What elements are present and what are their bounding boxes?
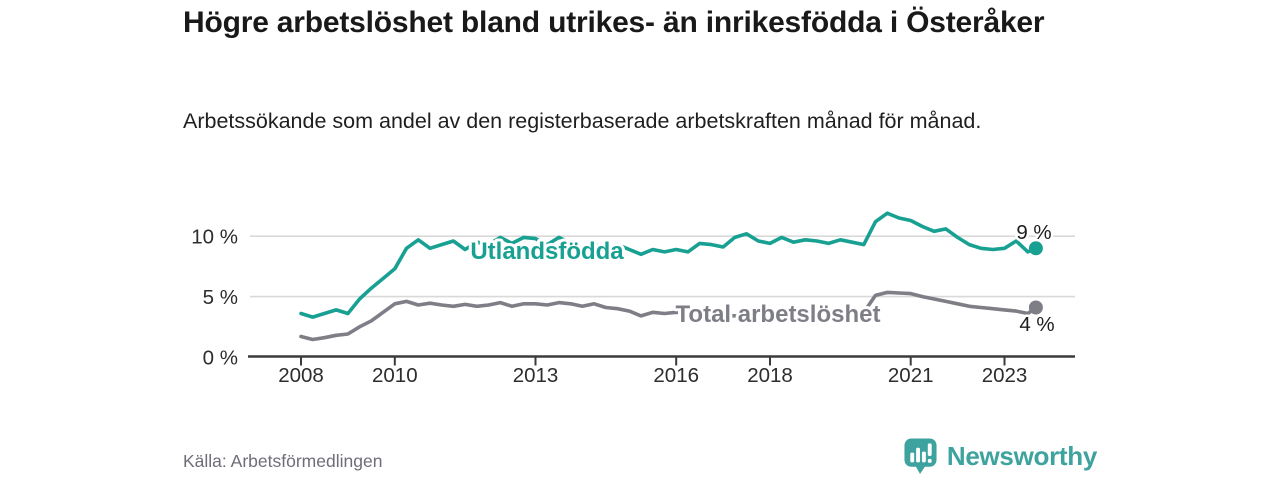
x-tick-label: 2023 [982,364,1028,387]
x-tick-label: 2013 [513,364,559,387]
series-utlandsfodda-end-dot [1028,241,1043,256]
y-tick-label: 5 % [203,286,238,309]
series-total-arbetsloshet-end-dot [1028,300,1043,315]
bar-chart-bubble-icon [904,438,937,474]
y-tick-label: 0 % [203,347,238,370]
logo-wordmark: Newsworthy [946,441,1097,471]
end-value-label-total: 4 % [1019,313,1054,336]
source-caption: Källa: Arbetsförmedlingen [183,451,383,471]
x-tick-label: 2018 [747,364,793,387]
end-value-label-utlandsfodda: 9 % [1016,221,1051,244]
x-tick-label: 2010 [372,364,418,387]
y-tick-label: 10 % [191,226,238,249]
series-utlandsfodda-line [299,211,1038,319]
chart-subtitle: Arbetssökande som andel av den registerb… [183,109,982,133]
page-title: Högre arbetslöshet bland utrikes- än inr… [183,6,1045,39]
x-tick-label: 2016 [653,364,699,387]
x-tick-label: 2008 [278,364,324,387]
series-label-utlandsfodda: Utlandsfödda [470,238,624,265]
x-tick-label: 2021 [888,364,934,387]
series-total-arbetsloshet-line [299,290,1038,342]
series-label-total-arbetsloshet: Total arbetslöshet [676,301,881,328]
newsworthy-logo[interactable]: Newsworthy [903,437,1097,476]
